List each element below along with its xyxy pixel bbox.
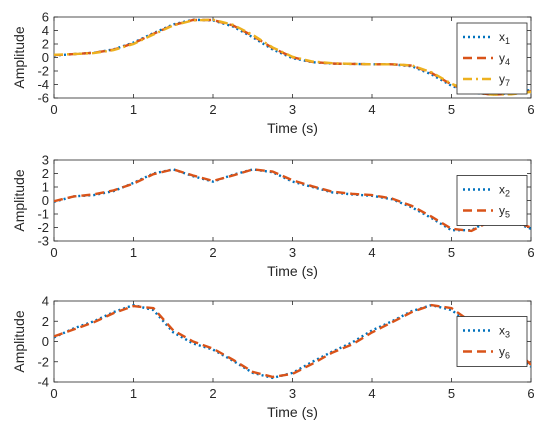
y-tick-label: -4 [37,375,49,390]
legend-box [456,175,528,226]
y-tick-label: -6 [37,91,49,106]
x-tick-label: 4 [368,245,375,260]
x-tick-label: 1 [130,386,137,401]
x-tick-label: 2 [209,386,216,401]
x-tick-label: 2 [209,102,216,117]
y-tick-label: -3 [37,234,49,249]
y-tick-label: 6 [42,10,49,25]
y-tick-label: -4 [37,77,49,92]
x-tick-label: 0 [50,386,57,401]
y-tick-label: 0 [42,50,49,65]
y-tick-label: -2 [37,220,49,235]
y-tick-label: -1 [37,207,49,222]
x-axis-label: Time (s) [267,120,318,136]
legend-subscript: 1 [505,36,510,46]
x-tick-label: 6 [527,386,534,401]
y-axis-label: Amplitude [11,310,27,372]
x-tick-label: 4 [368,102,375,117]
y-tick-label: 2 [42,166,49,181]
x-tick-label: 5 [448,245,455,260]
y-tick-label: 2 [42,314,49,329]
legend-name: y [499,72,505,86]
x-tick-label: 5 [448,102,455,117]
y-tick-label: 1 [42,180,49,195]
series-line-x1 [54,18,531,96]
y-tick-label: -2 [37,354,49,369]
x-axis-label: Time (s) [267,263,318,279]
y-tick-label: 3 [42,153,49,168]
x-tick-label: 3 [289,102,296,117]
legend-subscript: 4 [505,57,510,67]
y-axis-label: Amplitude [11,26,27,88]
legend-entry: y5 [499,204,510,220]
legend-name: y [499,345,505,359]
legend-entry: y7 [499,72,510,88]
y-tick-label: 0 [42,193,49,208]
x-tick-label: 6 [527,245,534,260]
series-line-y6 [54,303,531,379]
x-tick-label: 2 [209,245,216,260]
legend-entry: x1 [499,30,510,46]
y-tick-label: 4 [42,23,49,38]
x-tick-label: 3 [289,245,296,260]
y-tick-label: 2 [42,37,49,52]
legend-subscript: 6 [505,351,510,361]
legend-subscript: 7 [505,78,510,88]
x-tick-label: 0 [50,245,57,260]
legend-name: x [499,324,505,338]
legend-name: x [499,183,505,197]
legend-entry: y6 [499,345,510,361]
legend-subscript: 5 [505,210,510,220]
legend-name: y [499,204,505,218]
series-lines [54,18,531,96]
legend-entry: y4 [499,51,510,67]
y-tick-label: 4 [42,294,49,309]
series-line-y7 [54,18,531,96]
x-axis-label: Time (s) [267,404,318,420]
x-tick-label: 3 [289,386,296,401]
y-tick-label: -2 [37,64,49,79]
x-tick-label: 5 [448,386,455,401]
x-tick-label: 0 [50,102,57,117]
legend-entry: x3 [499,324,510,340]
y-tick-label: 0 [42,334,49,349]
x-tick-label: 4 [368,386,375,401]
x-tick-label: 1 [130,102,137,117]
y-axis-label: Amplitude [11,169,27,231]
legend-name: x [499,30,505,44]
series-lines [54,303,531,380]
x-tick-label: 1 [130,245,137,260]
legend-box [456,316,528,367]
legend-subscript: 2 [505,189,510,199]
legend-entry: x2 [499,183,510,199]
x-tick-label: 6 [527,102,534,117]
legend-name: y [499,51,505,65]
legend-subscript: 3 [505,330,510,340]
